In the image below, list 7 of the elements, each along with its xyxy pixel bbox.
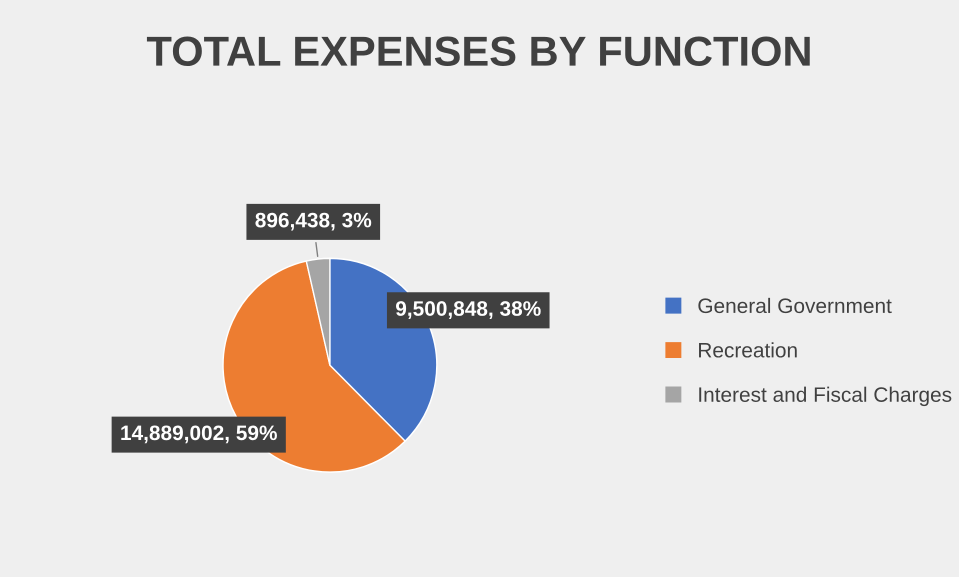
legend-label: Recreation — [699, 342, 797, 358]
legend-label: General Government — [698, 298, 892, 314]
data-label: 9,500,848, 38% — [396, 301, 541, 319]
data-label: 14,889,002, 59% — [121, 425, 277, 444]
legend-label: Interest and Fiscal Charges — [699, 386, 952, 406]
data-label: 896,438, 3% — [255, 212, 372, 230]
chart-title: TOTAL EXPENSES BY FUNCTION — [146, 36, 810, 66]
